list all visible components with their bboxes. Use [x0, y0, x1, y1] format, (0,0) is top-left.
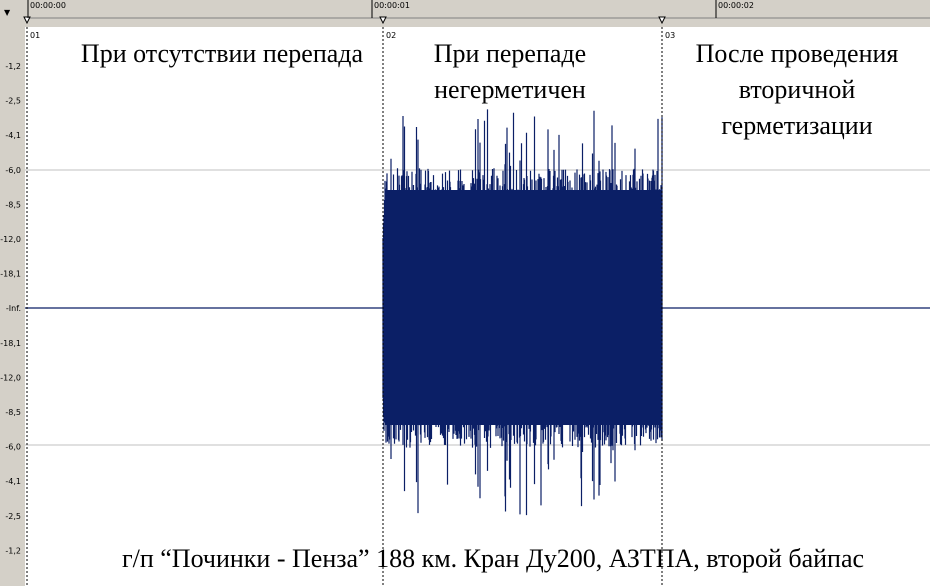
marker-label: 01 [30, 31, 40, 40]
level-label: -1,2 [5, 62, 21, 71]
ruler-icon[interactable]: ▼ [4, 8, 11, 17]
time-label: 00:00:02 [718, 1, 754, 10]
annotation: После проведения [696, 39, 899, 68]
level-label: -4,1 [5, 131, 21, 140]
marker-label: 03 [665, 31, 675, 40]
annotation: вторичной [739, 75, 856, 104]
waveform-body [385, 190, 661, 425]
level-label: -2,5 [5, 97, 21, 106]
level-label: -Inf. [6, 304, 21, 313]
time-label: 00:00:00 [30, 1, 66, 10]
annotation: герметизации [721, 111, 872, 140]
annotation: При перепаде [434, 39, 586, 68]
level-label: -2,5 [5, 512, 21, 521]
level-label: -4,1 [5, 477, 21, 486]
level-label: -6,0 [5, 443, 21, 452]
level-label: -6,0 [5, 166, 21, 175]
level-label: -12,0 [0, 235, 21, 244]
annotation: При отсутствии перепада [81, 39, 364, 68]
marker-label: 02 [386, 31, 396, 40]
marker-handle [23, 16, 31, 25]
level-ruler [0, 0, 25, 586]
annotation: негерметичен [434, 75, 586, 104]
level-label: -8,5 [5, 200, 21, 209]
level-label: -18,1 [0, 270, 21, 279]
level-label: -1,2 [5, 546, 21, 555]
caption: г/п “Починки - Пенза” 188 км. Кран Ду200… [122, 544, 864, 573]
marker-handle [658, 16, 666, 25]
time-label: 00:00:01 [374, 1, 410, 10]
level-label: -8,5 [5, 408, 21, 417]
time-ruler [0, 0, 930, 27]
level-label: -12,0 [0, 373, 21, 382]
level-label: -18,1 [0, 339, 21, 348]
marker-handle [379, 16, 387, 25]
